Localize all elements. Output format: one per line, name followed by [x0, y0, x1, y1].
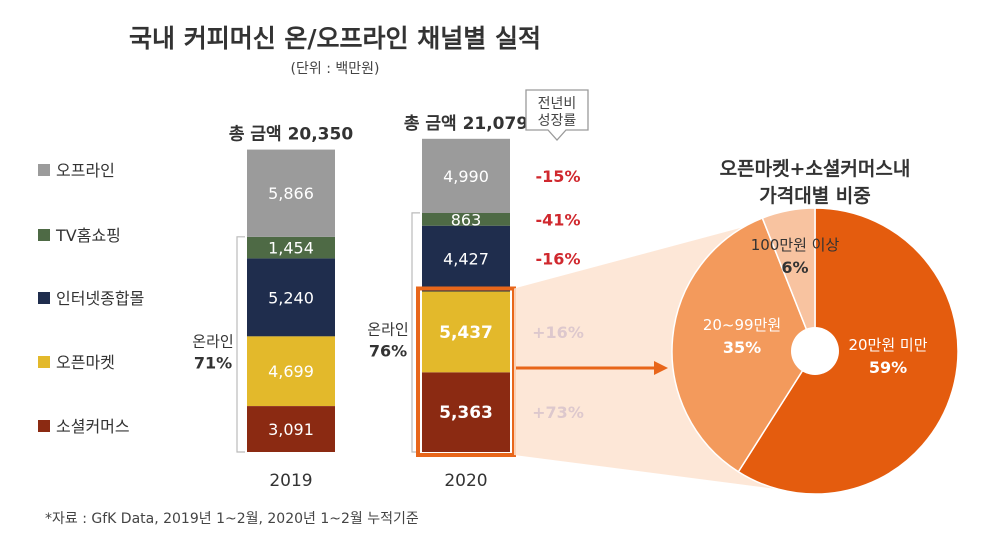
bar-2019-internet — [247, 258, 335, 337]
bar-label-2020-openmarket: 5,437 — [439, 323, 493, 343]
bar-label-2020-internet: 4,427 — [443, 250, 489, 269]
legend-label-openmarket: 오픈마켓 — [56, 353, 115, 372]
legend-label-tv: TV홈쇼핑 — [55, 226, 121, 245]
pie-slice-name-3: 100만원 이상 — [751, 236, 840, 254]
stacked-bar-chart: 3,091 4,699 5,240 1,454 5,866 총 금액 20,350 2019… — [192, 114, 528, 491]
highlight-arrow-head — [654, 361, 668, 375]
growth-header-line1: 전년비 — [538, 96, 577, 112]
legend-swatch-internet — [38, 292, 50, 304]
bar-label-2019-offline: 5,866 — [268, 184, 314, 203]
bar-label-2019-internet: 5,240 — [268, 288, 314, 307]
pie-slice-value-1: 59% — [869, 358, 907, 377]
pie-slice-name-2: 20~99만원 — [703, 316, 781, 334]
pie-title-line2: 가격대별 비중 — [759, 185, 871, 207]
x-tick-2020: 2020 — [444, 471, 487, 491]
chart-title: 국내 커피머신 온/오프라인 채널별 실적 — [129, 24, 541, 53]
bar-2019-tv — [247, 236, 335, 259]
pie-slice-name-1: 20만원 미만 — [848, 336, 927, 354]
bar-2019-offline — [247, 149, 335, 237]
bar-2020-openmarket — [422, 291, 510, 373]
bar-label-2020-social: 5,363 — [439, 403, 493, 423]
bar-label-2020-tv: 863 — [451, 210, 482, 229]
growth-header-bubble — [525, 89, 589, 141]
legend-label-social: 소셜커머스 — [56, 417, 130, 436]
bar-label-2019-tv: 1,454 — [268, 239, 314, 258]
legend-label-internet: 인터넷종합몰 — [56, 289, 144, 308]
growth-label-tv: -41% — [536, 210, 581, 229]
legend-swatch-social — [38, 420, 50, 432]
growth-label-offline: -15% — [536, 167, 581, 186]
bar-2019-openmarket — [247, 336, 335, 406]
bar-label-2020-offline: 4,990 — [443, 167, 489, 186]
footnote: *자료 : GfK Data, 2019년 1~2월, 2020년 1~2월 누… — [45, 511, 419, 527]
bar-2020-internet — [422, 225, 510, 292]
legend-swatch-openmarket — [38, 356, 50, 368]
online-label-2020: 온라인 — [367, 320, 408, 338]
growth-label-internet: -16% — [536, 250, 581, 269]
bar-2020-offline — [422, 138, 510, 213]
online-share-2019: 71% — [194, 353, 232, 372]
online-label-2019: 온라인 — [192, 332, 233, 350]
total-label-2019: 총 금액 20,350 — [229, 125, 354, 145]
pie-slice-3 — [761, 207, 816, 352]
unit-note: (단위 : 백만원) — [291, 61, 380, 77]
online-share-2020: 76% — [369, 341, 407, 360]
legend-swatch-tv — [38, 229, 50, 241]
pie-slice-value-3: 6% — [781, 258, 808, 277]
online-bracket-2019 — [236, 236, 245, 453]
pie-title-line1: 오픈마켓+소셜커머스내 — [720, 158, 911, 180]
pie-slice-value-2: 35% — [723, 338, 761, 357]
bar-label-2019-openmarket: 4,699 — [268, 362, 314, 381]
x-tick-2019: 2019 — [269, 471, 312, 491]
total-label-2020: 총 금액 21,079 — [404, 114, 528, 134]
bar-2020-tv — [422, 212, 510, 226]
bar-label-2019-social: 3,091 — [268, 420, 314, 439]
bar-2020-social — [422, 372, 510, 452]
legend-swatch-offline — [38, 164, 50, 176]
bar-2019-social — [247, 406, 335, 452]
pie-center-hole — [791, 327, 839, 375]
growth-header-line2: 성장률 — [538, 113, 577, 129]
legend-label-offline: 오프라인 — [56, 161, 115, 180]
pie-slice-1 — [737, 207, 959, 495]
pie-slice-2 — [671, 217, 816, 473]
